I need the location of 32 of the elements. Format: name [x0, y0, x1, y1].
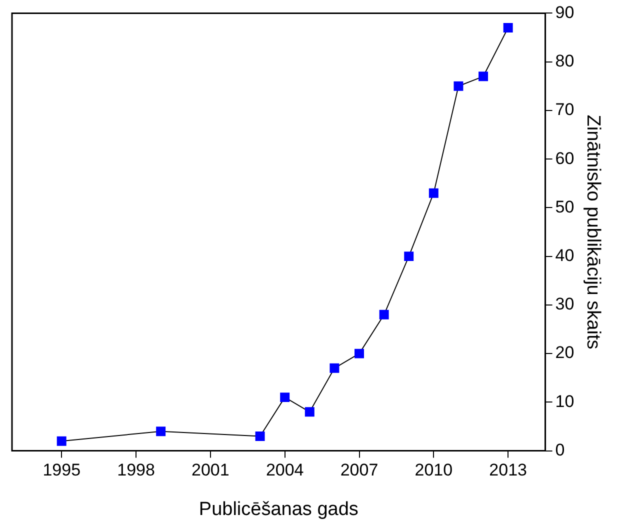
- x-tick-label: 2001: [192, 460, 230, 480]
- point: [56, 436, 66, 446]
- x-tick-label: 1995: [42, 460, 81, 480]
- y-tick-label: 30: [555, 294, 574, 314]
- point: [255, 431, 265, 441]
- point: [503, 23, 513, 33]
- point: [280, 392, 290, 402]
- y-tick-label: 40: [555, 246, 574, 265]
- point: [304, 407, 314, 417]
- y-tick-label: 0: [555, 440, 565, 460]
- x-tick-label: 2007: [340, 460, 378, 480]
- point: [428, 188, 438, 198]
- point: [404, 252, 414, 262]
- y-tick-label: 80: [555, 52, 574, 71]
- point: [478, 72, 488, 82]
- point: [156, 426, 166, 436]
- y-axis-title: Zinātnisko publikāciju skaits: [582, 114, 604, 350]
- point: [454, 81, 464, 91]
- x-axis-title: Publicēšanas gads: [198, 498, 358, 520]
- y-tick-label: 70: [555, 100, 574, 120]
- y-tick-label: 90: [555, 2, 574, 22]
- point: [330, 363, 340, 373]
- y-tick-label: 10: [555, 392, 574, 411]
- point: [354, 348, 364, 358]
- x-tick-label: 2010: [414, 460, 453, 480]
- x-tick-label: 1998: [117, 460, 155, 480]
- y-tick-label: 50: [555, 197, 574, 216]
- x-tick-label: 2004: [266, 460, 304, 480]
- y-tick-label: 60: [555, 148, 574, 168]
- point: [379, 310, 389, 320]
- x-tick-label: 2013: [489, 460, 527, 480]
- y-tick-label: 20: [555, 343, 574, 362]
